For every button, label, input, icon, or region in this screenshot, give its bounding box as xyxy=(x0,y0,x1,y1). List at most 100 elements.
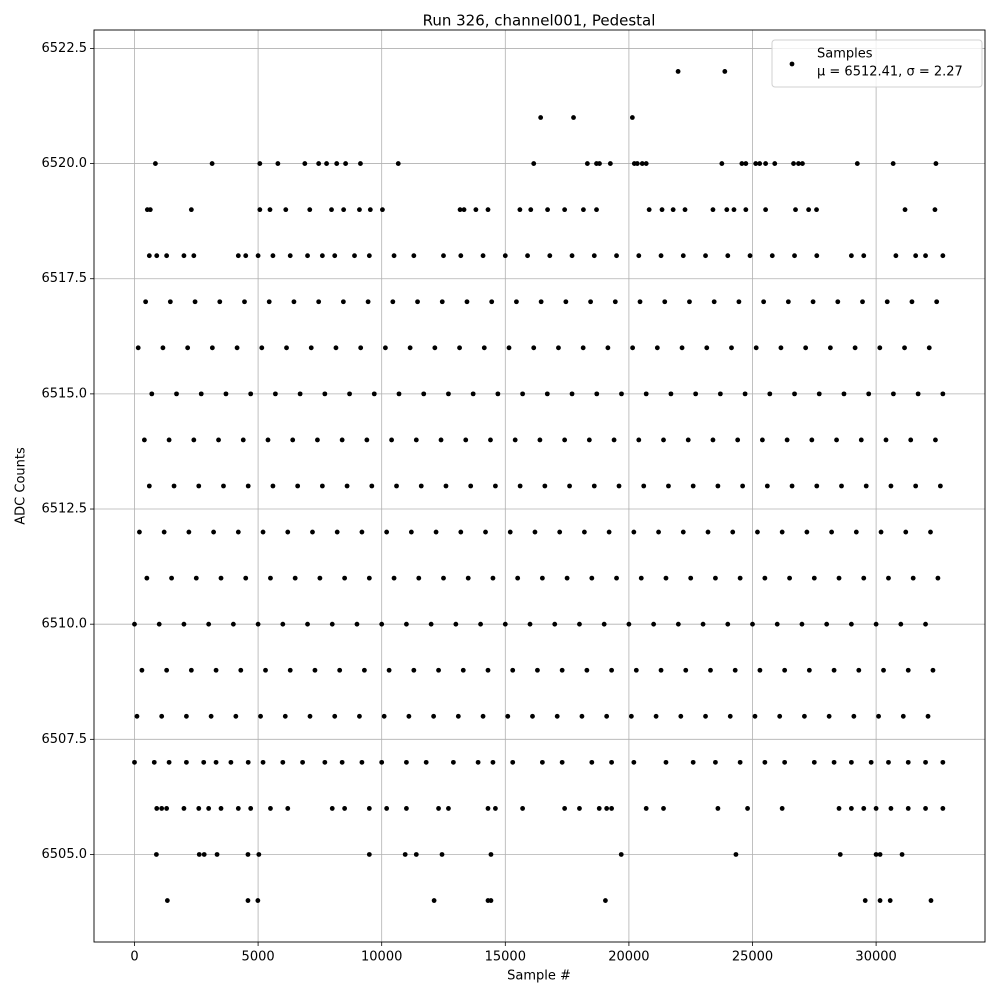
point xyxy=(710,207,716,213)
point xyxy=(188,667,194,673)
point xyxy=(784,437,790,443)
point xyxy=(725,621,731,627)
point xyxy=(863,483,869,489)
point xyxy=(527,621,533,627)
point xyxy=(245,483,251,489)
point xyxy=(517,207,523,213)
point xyxy=(658,667,664,673)
point xyxy=(848,806,854,811)
point xyxy=(690,759,696,765)
point xyxy=(769,253,775,259)
point xyxy=(831,667,837,673)
point xyxy=(333,345,339,351)
point xyxy=(433,529,439,535)
point xyxy=(329,207,334,213)
point xyxy=(395,161,401,166)
point xyxy=(268,806,273,811)
point xyxy=(913,483,919,489)
point xyxy=(191,253,197,259)
point xyxy=(146,483,152,489)
point xyxy=(538,115,544,120)
point xyxy=(235,253,241,259)
point xyxy=(184,759,189,765)
point xyxy=(238,667,244,673)
point xyxy=(475,759,481,765)
point xyxy=(589,575,595,581)
point xyxy=(898,621,904,627)
point xyxy=(848,253,854,259)
point xyxy=(739,161,745,166)
point xyxy=(876,713,881,719)
point xyxy=(418,483,424,489)
point xyxy=(935,575,941,581)
point xyxy=(365,299,371,305)
point xyxy=(571,115,576,120)
point xyxy=(789,483,795,489)
point xyxy=(531,161,537,166)
point xyxy=(436,806,441,811)
point xyxy=(733,852,739,857)
point xyxy=(679,345,685,351)
point xyxy=(404,759,409,765)
point xyxy=(218,575,224,581)
point xyxy=(858,437,864,443)
point xyxy=(230,621,236,627)
point xyxy=(930,667,936,673)
point xyxy=(495,391,501,397)
point xyxy=(291,299,297,305)
point xyxy=(902,345,907,351)
point xyxy=(389,437,394,443)
point xyxy=(886,575,891,581)
point xyxy=(861,806,867,811)
point xyxy=(888,806,894,811)
point xyxy=(732,667,738,673)
point xyxy=(589,759,595,765)
point xyxy=(517,483,523,489)
point xyxy=(687,299,692,305)
point xyxy=(678,713,684,719)
point xyxy=(317,575,323,581)
point xyxy=(719,161,725,166)
point xyxy=(290,437,296,443)
point xyxy=(659,207,665,213)
point xyxy=(481,345,487,351)
point xyxy=(196,483,202,489)
point xyxy=(905,759,911,765)
point xyxy=(757,161,763,166)
point xyxy=(552,621,558,627)
point xyxy=(636,253,642,259)
point xyxy=(787,575,792,581)
point xyxy=(853,529,859,535)
point xyxy=(711,299,717,305)
point xyxy=(439,852,445,857)
x-tick-label: 15000 xyxy=(485,950,526,965)
point xyxy=(737,575,743,581)
point xyxy=(164,667,170,673)
point xyxy=(364,437,370,443)
point xyxy=(675,69,681,74)
y-tick-label: 6515.0 xyxy=(42,386,88,401)
point xyxy=(135,345,141,351)
point xyxy=(905,667,911,673)
point xyxy=(347,391,352,397)
point xyxy=(268,575,273,581)
point xyxy=(257,207,263,213)
point xyxy=(282,713,288,719)
point xyxy=(563,299,569,305)
point xyxy=(455,713,461,719)
point xyxy=(755,529,760,535)
point xyxy=(514,299,519,305)
point xyxy=(319,483,325,489)
point xyxy=(473,207,479,213)
point xyxy=(285,529,291,535)
point xyxy=(742,391,748,397)
point xyxy=(877,898,883,903)
point xyxy=(243,575,249,581)
point xyxy=(233,713,239,719)
point xyxy=(242,299,247,305)
point xyxy=(537,437,543,443)
point xyxy=(663,759,669,765)
point xyxy=(940,759,946,765)
point xyxy=(800,161,805,166)
point xyxy=(591,253,597,259)
